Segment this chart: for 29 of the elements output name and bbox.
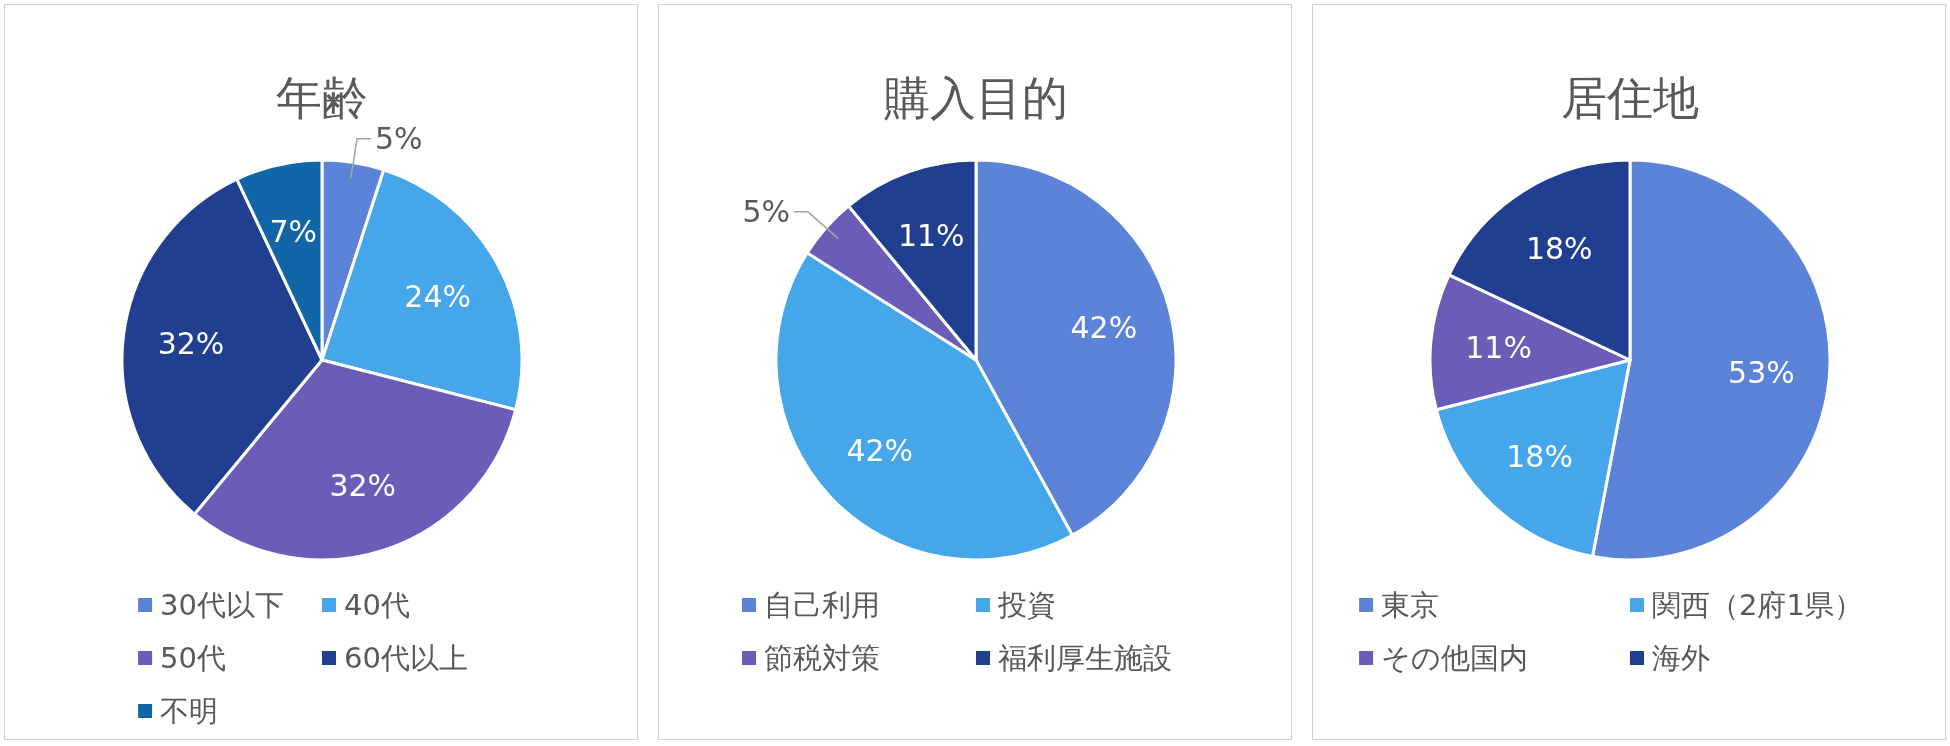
legend-label: 60代以上	[344, 641, 468, 675]
chart-title: 居住地	[1561, 71, 1699, 125]
legend-label: 投資	[997, 588, 1056, 622]
legend-label: 東京	[1381, 588, 1440, 622]
legend-label: 30代以下	[160, 588, 284, 622]
data-label: 18%	[1506, 438, 1573, 474]
data-label: 11%	[1465, 330, 1532, 366]
legend-label: 海外	[1652, 641, 1710, 675]
data-label: 11%	[897, 218, 965, 254]
legend-label: その他国内	[1381, 641, 1529, 675]
legend-label: 福利厚生施設	[998, 641, 1172, 675]
legend-label: 50代	[160, 641, 226, 675]
data-label: 42%	[846, 432, 914, 468]
data-label: 32%	[329, 468, 397, 504]
legend-label: 不明	[160, 694, 219, 728]
legend-label: 自己利用	[764, 588, 880, 622]
legend-label: 関西（2府1県）	[1652, 588, 1863, 622]
data-label: 32%	[157, 325, 225, 361]
legend-label: 節税対策	[764, 641, 880, 675]
data-label: 5%	[375, 121, 423, 157]
data-label: 24%	[404, 278, 472, 314]
chart-title: 購入目的	[884, 71, 1068, 125]
chart-title: 年齢	[276, 71, 368, 125]
data-label: 7%	[269, 213, 317, 249]
data-label: 18%	[1525, 231, 1593, 267]
legend-label: 40代	[344, 588, 410, 622]
data-label: 53%	[1728, 354, 1795, 390]
data-label: 5%	[742, 194, 790, 230]
data-label: 42%	[1070, 309, 1138, 345]
